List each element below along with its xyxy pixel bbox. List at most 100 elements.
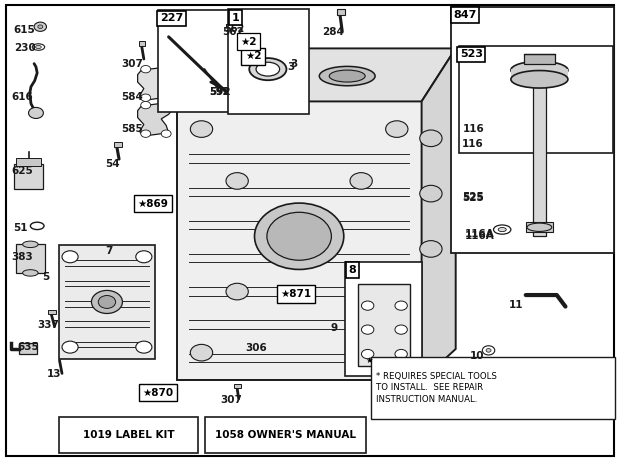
- Text: 1: 1: [232, 12, 239, 23]
- Text: ★871: ★871: [280, 289, 311, 299]
- Bar: [177, 101, 422, 380]
- Text: 9: 9: [330, 323, 337, 333]
- Ellipse shape: [511, 61, 568, 79]
- Ellipse shape: [319, 66, 375, 86]
- Circle shape: [62, 251, 78, 263]
- Ellipse shape: [23, 270, 38, 276]
- Bar: [228, 9, 309, 114]
- Text: 116A: 116A: [465, 231, 495, 241]
- Bar: [14, 164, 43, 189]
- Circle shape: [141, 94, 151, 101]
- Circle shape: [190, 121, 213, 137]
- Text: ★2: ★2: [245, 51, 262, 61]
- Text: 523: 523: [459, 49, 483, 59]
- Bar: [16, 244, 45, 273]
- Text: 592: 592: [210, 87, 231, 97]
- Text: 635: 635: [17, 342, 39, 352]
- Circle shape: [420, 241, 442, 257]
- Bar: [19, 343, 37, 354]
- Circle shape: [38, 25, 43, 29]
- Circle shape: [190, 344, 213, 361]
- Circle shape: [244, 37, 254, 44]
- Circle shape: [361, 349, 374, 359]
- Text: 337: 337: [37, 320, 59, 330]
- Circle shape: [386, 344, 408, 361]
- Text: * REQUIRES SPECIAL TOOLS
TO INSTALL.  SEE REPAIR
INSTRUCTION MANUAL.: * REQUIRES SPECIAL TOOLS TO INSTALL. SEE…: [376, 372, 497, 404]
- Text: 51: 51: [14, 223, 28, 233]
- Text: 7: 7: [105, 246, 113, 256]
- Text: 11: 11: [508, 300, 523, 310]
- Circle shape: [361, 301, 374, 310]
- Text: 230: 230: [14, 43, 35, 53]
- Circle shape: [486, 349, 491, 352]
- Text: 3: 3: [290, 59, 298, 69]
- Circle shape: [395, 301, 407, 310]
- Text: 3: 3: [288, 62, 295, 72]
- Bar: [59, 245, 155, 359]
- Circle shape: [482, 346, 495, 355]
- Text: 847: 847: [453, 10, 477, 20]
- FancyBboxPatch shape: [48, 310, 56, 314]
- Text: 13: 13: [46, 369, 61, 379]
- Text: 525: 525: [463, 192, 484, 202]
- Circle shape: [92, 290, 122, 313]
- Text: ★870: ★870: [143, 388, 174, 398]
- Circle shape: [350, 172, 373, 189]
- Ellipse shape: [527, 223, 552, 231]
- Circle shape: [361, 325, 374, 334]
- Circle shape: [62, 341, 78, 353]
- Circle shape: [161, 65, 171, 73]
- Bar: [358, 284, 410, 366]
- Bar: [451, 7, 614, 253]
- Text: 116: 116: [462, 139, 484, 149]
- Bar: [158, 10, 267, 112]
- Bar: [371, 357, 615, 419]
- Text: 383: 383: [11, 252, 33, 262]
- Circle shape: [136, 341, 152, 353]
- Circle shape: [395, 349, 407, 359]
- Circle shape: [98, 296, 115, 308]
- Polygon shape: [138, 67, 172, 100]
- Circle shape: [226, 172, 249, 189]
- Bar: [511, 69, 568, 79]
- FancyBboxPatch shape: [139, 41, 145, 46]
- Bar: [533, 81, 546, 236]
- Polygon shape: [422, 48, 456, 380]
- FancyBboxPatch shape: [114, 142, 122, 147]
- Polygon shape: [138, 102, 172, 136]
- FancyBboxPatch shape: [337, 9, 345, 15]
- Circle shape: [267, 212, 332, 260]
- Text: 615: 615: [14, 25, 35, 35]
- Text: 584: 584: [121, 92, 143, 102]
- Bar: [16, 158, 41, 166]
- Ellipse shape: [35, 46, 41, 49]
- Bar: [59, 417, 198, 453]
- Text: 10: 10: [470, 351, 484, 361]
- Ellipse shape: [249, 70, 285, 82]
- Text: 116: 116: [463, 124, 484, 134]
- Circle shape: [420, 130, 442, 147]
- Text: 525: 525: [462, 193, 484, 203]
- Bar: [459, 46, 613, 153]
- Text: 5: 5: [42, 272, 50, 282]
- Circle shape: [255, 203, 343, 269]
- Circle shape: [226, 283, 249, 300]
- Text: 625: 625: [11, 165, 33, 176]
- Text: ★2: ★2: [241, 36, 257, 47]
- Ellipse shape: [256, 62, 280, 76]
- Ellipse shape: [232, 93, 246, 101]
- Text: 592: 592: [210, 87, 230, 97]
- Ellipse shape: [498, 228, 506, 232]
- Circle shape: [395, 325, 407, 334]
- Ellipse shape: [236, 95, 242, 99]
- Text: 562: 562: [222, 27, 244, 37]
- Circle shape: [161, 94, 171, 101]
- Circle shape: [141, 101, 151, 109]
- Text: ★: ★: [366, 356, 373, 365]
- Bar: [345, 262, 422, 376]
- Circle shape: [350, 283, 373, 300]
- Ellipse shape: [329, 70, 365, 82]
- Circle shape: [386, 121, 408, 137]
- Bar: [205, 417, 366, 453]
- Circle shape: [29, 107, 43, 118]
